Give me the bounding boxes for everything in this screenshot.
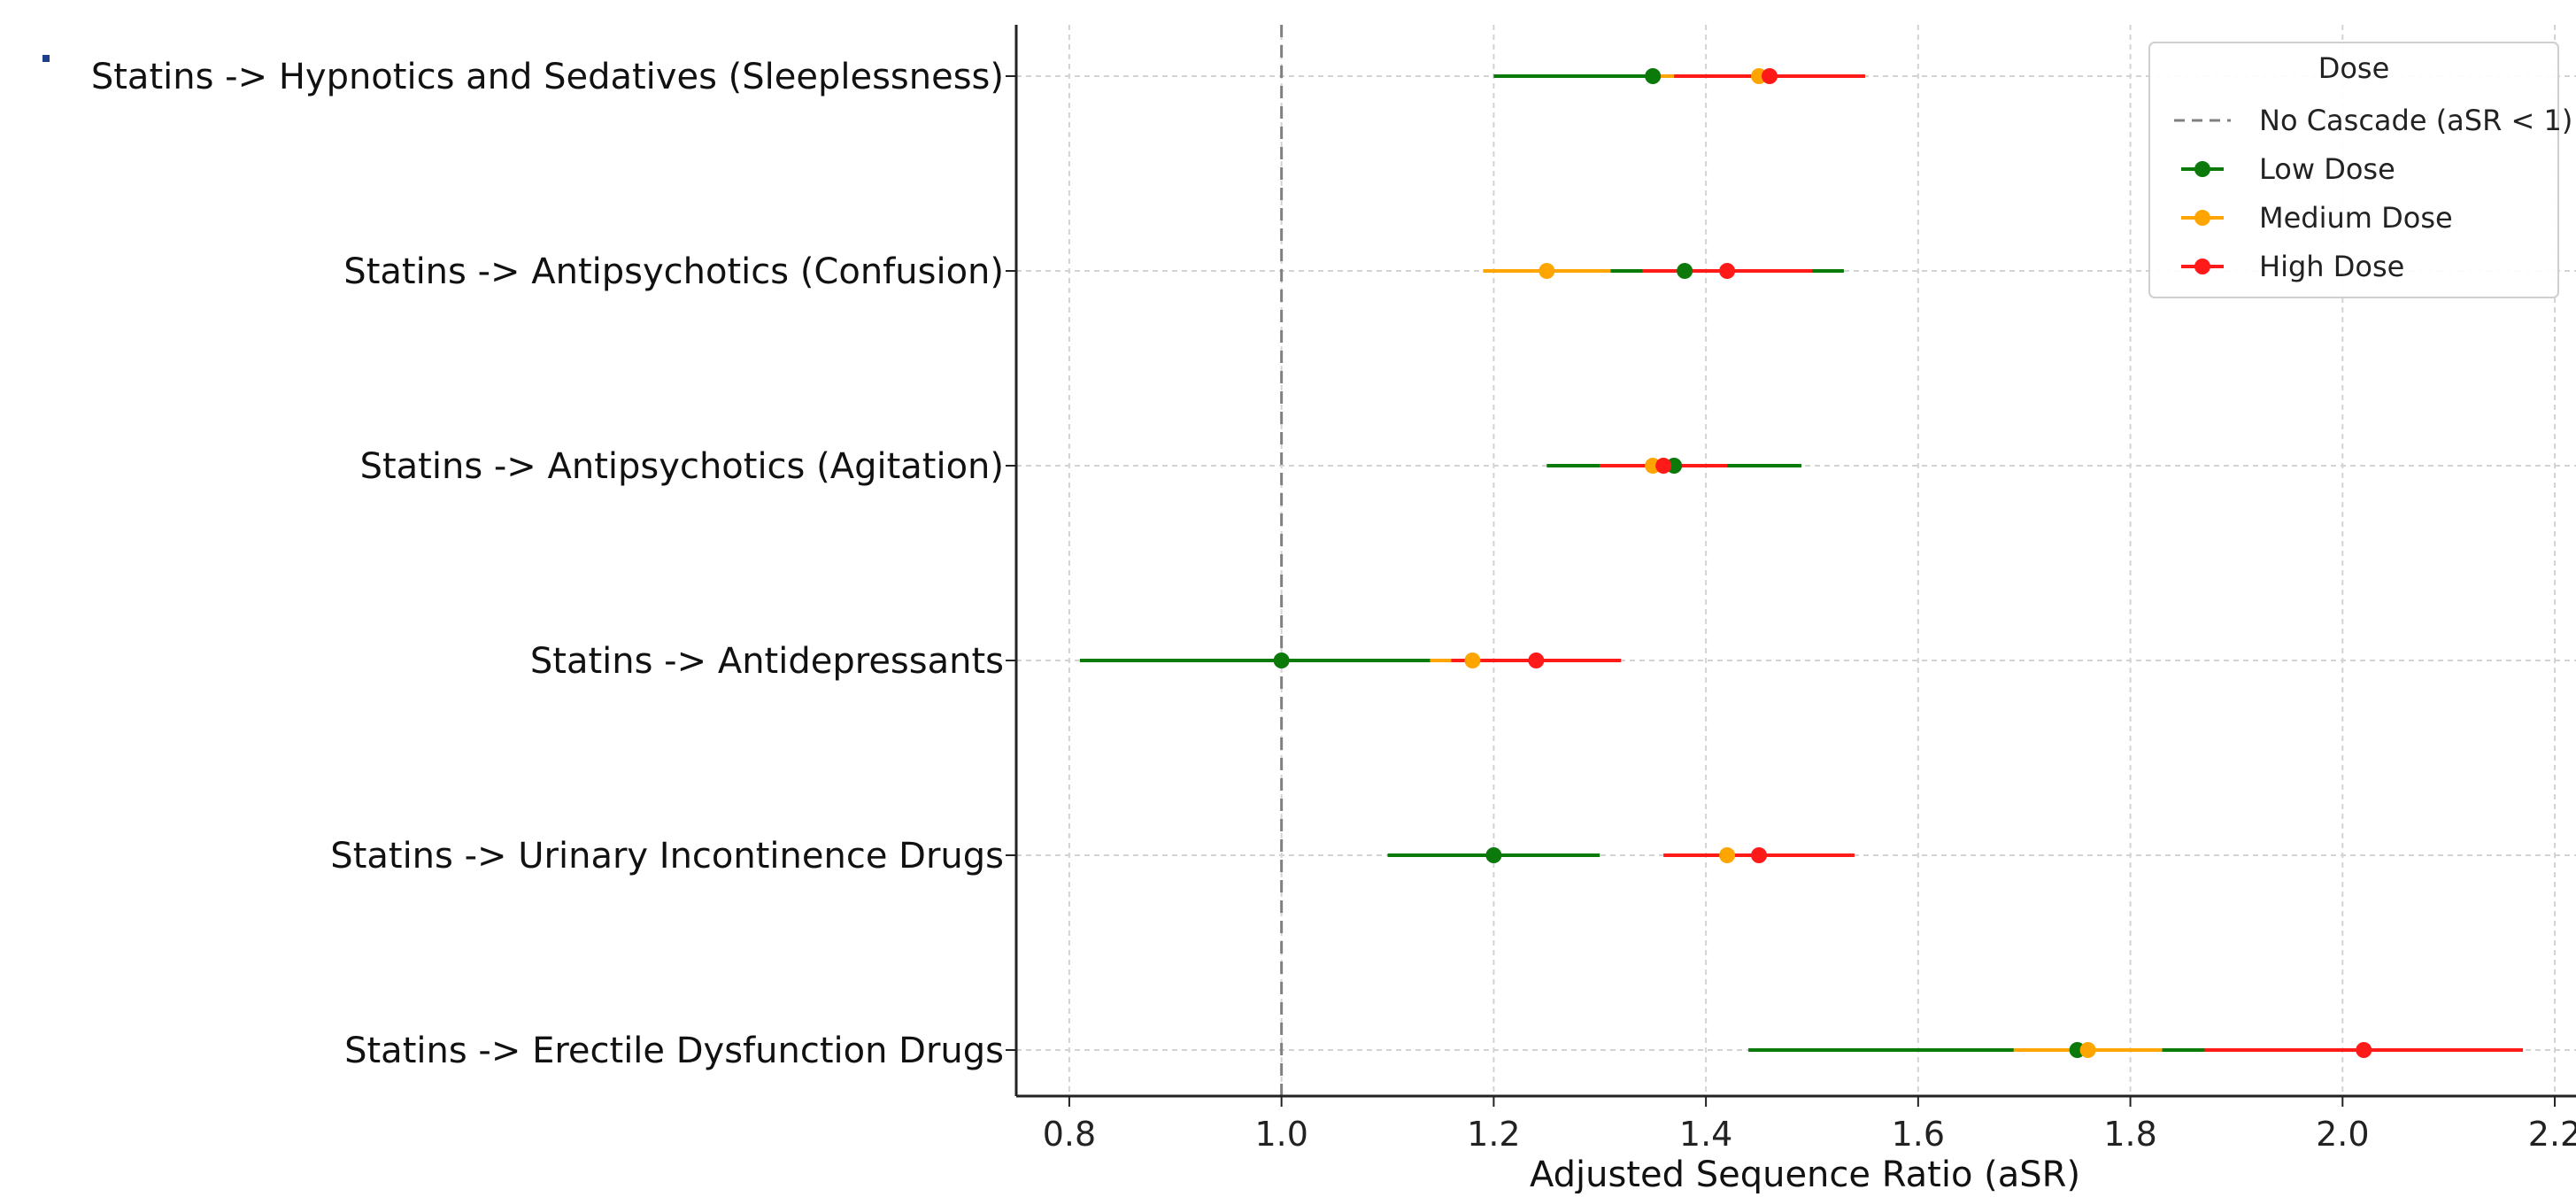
legend-label: High Dose	[2259, 250, 2404, 283]
legend-label: Low Dose	[2259, 152, 2395, 186]
legend-label: No Cascade (aSR < 1)	[2259, 104, 2572, 137]
x-tick-label: 1.6	[1892, 1115, 1945, 1154]
data-point	[1655, 458, 1672, 474]
legend: Dose No Cascade (aSR < 1) Low Dose Medium D…	[2148, 42, 2572, 298]
legend-swatch	[2194, 210, 2210, 226]
data-point	[1539, 263, 1555, 279]
x-tick-label: 2.0	[2316, 1115, 2369, 1154]
legend-label: Medium Dose	[2259, 201, 2453, 235]
x-tick-label: 1.8	[2103, 1115, 2156, 1154]
category-label: Statins -> Antidepressants	[530, 641, 1004, 682]
marks-layer	[1079, 68, 2524, 1058]
x-tick-label: 1.4	[1679, 1115, 1732, 1154]
data-point	[1464, 653, 1481, 668]
x-tick-label: 1.0	[1254, 1115, 1307, 1154]
category-label: Statins -> Erectile Dysfunction Drugs	[344, 1031, 1004, 1071]
legend-box	[2148, 42, 2559, 298]
legend-swatch	[2194, 259, 2210, 274]
data-point	[1677, 263, 1693, 279]
x-axis-label: Adjusted Sequence Ratio (aSR)	[1530, 1155, 2080, 1193]
data-point	[1273, 653, 1290, 668]
corner-mark	[42, 55, 50, 62]
label-layer: 0.8 1.0 1.2 1.4 1.6 1.8 2.0 2.2 Statins -> Hypno…	[91, 57, 2576, 1195]
x-tick-label: 0.8	[1043, 1115, 1096, 1154]
data-point	[1645, 68, 1662, 84]
legend-swatch	[2194, 161, 2210, 177]
data-point	[2079, 1042, 2096, 1058]
x-tick-label: 1.2	[1467, 1115, 1520, 1154]
data-point	[1762, 68, 1778, 84]
category-label: Statins -> Urinary Incontinence Drugs	[330, 836, 1004, 877]
category-label: Statins -> Antipsychotics (Agitation)	[360, 446, 1004, 487]
category-label: Statins -> Antipsychotics (Confusion)	[343, 251, 1004, 292]
data-point	[1528, 653, 1545, 668]
data-point	[1719, 847, 1736, 863]
x-tick-label: 2.2	[2528, 1115, 2576, 1154]
category-label: Statins -> Hypnotics and Sedatives (Slee…	[91, 57, 1004, 97]
data-point	[1751, 847, 1768, 863]
axis-layer	[1006, 25, 2576, 1107]
data-point	[2356, 1042, 2372, 1058]
legend-title: Dose	[2318, 51, 2390, 85]
data-point	[1719, 263, 1736, 279]
data-point	[1485, 847, 1502, 863]
